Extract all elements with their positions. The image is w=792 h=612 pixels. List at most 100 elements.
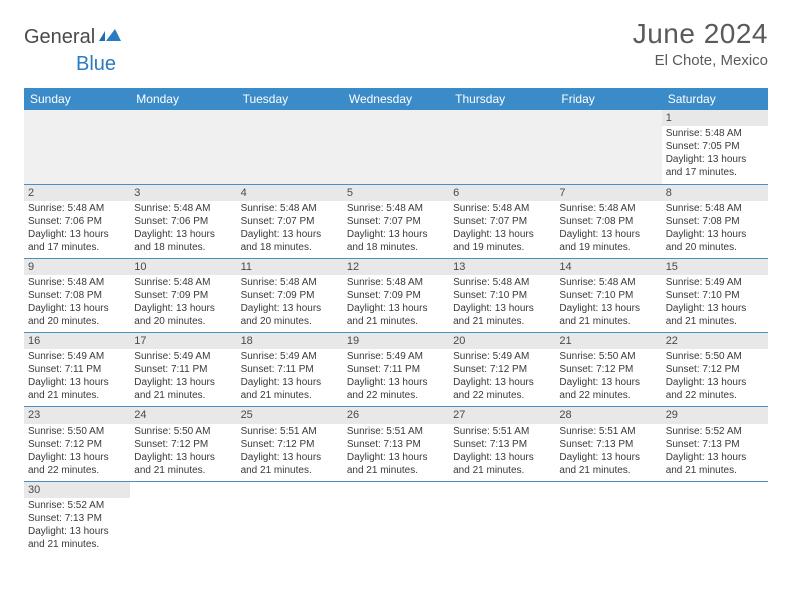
day-details: Sunrise: 5:48 AMSunset: 7:07 PMDaylight:… [241, 202, 339, 254]
day-details: Sunrise: 5:49 AMSunset: 7:10 PMDaylight:… [666, 276, 764, 328]
calendar-table: Sunday Monday Tuesday Wednesday Thursday… [24, 88, 768, 555]
weekday-header-row: Sunday Monday Tuesday Wednesday Thursday… [24, 88, 768, 110]
calendar-day-cell: 1Sunrise: 5:48 AMSunset: 7:05 PMDaylight… [662, 110, 768, 184]
calendar-body: 1Sunrise: 5:48 AMSunset: 7:05 PMDaylight… [24, 110, 768, 555]
calendar-day-cell [555, 110, 661, 184]
calendar-week-row: 30Sunrise: 5:52 AMSunset: 7:13 PMDayligh… [24, 481, 768, 555]
day-number: 9 [24, 259, 130, 275]
calendar-day-cell: 21Sunrise: 5:50 AMSunset: 7:12 PMDayligh… [555, 333, 661, 407]
day-details: Sunrise: 5:48 AMSunset: 7:09 PMDaylight:… [134, 276, 232, 328]
day-details: Sunrise: 5:49 AMSunset: 7:11 PMDaylight:… [134, 350, 232, 402]
calendar-day-cell [130, 481, 236, 555]
calendar-day-cell [555, 481, 661, 555]
calendar-day-cell: 19Sunrise: 5:49 AMSunset: 7:11 PMDayligh… [343, 333, 449, 407]
day-details: Sunrise: 5:52 AMSunset: 7:13 PMDaylight:… [666, 425, 764, 477]
calendar-day-cell: 24 Sunrise: 5:50 AMSunset: 7:12 PMDayligh… [130, 407, 236, 481]
calendar-day-cell: 12Sunrise: 5:48 AMSunset: 7:09 PMDayligh… [343, 258, 449, 332]
weekday-header: Sunday [24, 88, 130, 110]
day-details: Sunrise: 5:48 AMSunset: 7:07 PMDaylight:… [453, 202, 551, 254]
day-number: 2 [24, 185, 130, 201]
day-number: 21 [555, 333, 661, 349]
day-number: 25 [237, 407, 343, 423]
calendar-day-cell [237, 110, 343, 184]
day-number: 6 [449, 185, 555, 201]
calendar-day-cell: 25 Sunrise: 5:51 AMSunset: 7:12 PMDayligh… [237, 407, 343, 481]
day-number: 14 [555, 259, 661, 275]
day-number: 18 [237, 333, 343, 349]
day-number: 29 [662, 407, 768, 423]
calendar-week-row: 16Sunrise: 5:49 AMSunset: 7:11 PMDayligh… [24, 333, 768, 407]
calendar-day-cell [24, 110, 130, 184]
calendar-day-cell: 20Sunrise: 5:49 AMSunset: 7:12 PMDayligh… [449, 333, 555, 407]
day-number: 17 [130, 333, 236, 349]
calendar-day-cell: 16Sunrise: 5:49 AMSunset: 7:11 PMDayligh… [24, 333, 130, 407]
calendar-day-cell: 30Sunrise: 5:52 AMSunset: 7:13 PMDayligh… [24, 481, 130, 555]
calendar-day-cell [343, 481, 449, 555]
calendar-day-cell: 26 Sunrise: 5:51 AMSunset: 7:13 PMDayligh… [343, 407, 449, 481]
calendar-day-cell: 22Sunrise: 5:50 AMSunset: 7:12 PMDayligh… [662, 333, 768, 407]
day-number: 7 [555, 185, 661, 201]
day-details: Sunrise: 5:48 AMSunset: 7:08 PMDaylight:… [28, 276, 126, 328]
day-details: Sunrise: 5:48 AMSunset: 7:05 PMDaylight:… [666, 127, 764, 179]
logo-text-blue: Blue [76, 53, 116, 75]
calendar-day-cell: 15Sunrise: 5:49 AMSunset: 7:10 PMDayligh… [662, 258, 768, 332]
day-number: 12 [343, 259, 449, 275]
day-number: 22 [662, 333, 768, 349]
calendar-day-cell: 14Sunrise: 5:48 AMSunset: 7:10 PMDayligh… [555, 258, 661, 332]
calendar-day-cell: 29 Sunrise: 5:52 AMSunset: 7:13 PMDayligh… [662, 407, 768, 481]
day-number: 19 [343, 333, 449, 349]
day-number: 13 [449, 259, 555, 275]
day-details: Sunrise: 5:48 AMSunset: 7:08 PMDaylight:… [559, 202, 657, 254]
day-number: 26 [343, 407, 449, 423]
weekday-header: Thursday [449, 88, 555, 110]
calendar-day-cell [662, 481, 768, 555]
day-number: 24 [130, 407, 236, 423]
calendar-day-cell: 2Sunrise: 5:48 AMSunset: 7:06 PMDaylight… [24, 184, 130, 258]
calendar-day-cell [449, 481, 555, 555]
day-number: 5 [343, 185, 449, 201]
day-number: 8 [662, 185, 768, 201]
weekday-header: Saturday [662, 88, 768, 110]
day-details: Sunrise: 5:51 AMSunset: 7:13 PMDaylight:… [559, 425, 657, 477]
calendar-day-cell [130, 110, 236, 184]
calendar-day-cell: 11Sunrise: 5:48 AMSunset: 7:09 PMDayligh… [237, 258, 343, 332]
day-details: Sunrise: 5:50 AMSunset: 7:12 PMDaylight:… [134, 425, 232, 477]
day-details: Sunrise: 5:48 AMSunset: 7:06 PMDaylight:… [134, 202, 232, 254]
day-details: Sunrise: 5:48 AMSunset: 7:09 PMDaylight:… [241, 276, 339, 328]
logo: General [24, 18, 123, 49]
day-details: Sunrise: 5:50 AMSunset: 7:12 PMDaylight:… [559, 350, 657, 402]
calendar-day-cell: 6Sunrise: 5:48 AMSunset: 7:07 PMDaylight… [449, 184, 555, 258]
day-number: 15 [662, 259, 768, 275]
day-details: Sunrise: 5:49 AMSunset: 7:11 PMDaylight:… [347, 350, 445, 402]
month-title: June 2024 [633, 18, 768, 50]
calendar-day-cell: 3Sunrise: 5:48 AMSunset: 7:06 PMDaylight… [130, 184, 236, 258]
calendar-week-row: 23Sunrise: 5:50 AMSunset: 7:12 PMDayligh… [24, 407, 768, 481]
day-details: Sunrise: 5:51 AMSunset: 7:12 PMDaylight:… [241, 425, 339, 477]
calendar-day-cell: 18Sunrise: 5:49 AMSunset: 7:11 PMDayligh… [237, 333, 343, 407]
calendar-day-cell: 28 Sunrise: 5:51 AMSunset: 7:13 PMDayligh… [555, 407, 661, 481]
calendar-day-cell [237, 481, 343, 555]
day-details: Sunrise: 5:48 AMSunset: 7:10 PMDaylight:… [453, 276, 551, 328]
day-number: 23 [24, 407, 130, 423]
weekday-header: Tuesday [237, 88, 343, 110]
day-number: 10 [130, 259, 236, 275]
day-details: Sunrise: 5:52 AMSunset: 7:13 PMDaylight:… [28, 499, 126, 551]
day-details: Sunrise: 5:48 AMSunset: 7:09 PMDaylight:… [347, 276, 445, 328]
day-details: Sunrise: 5:50 AMSunset: 7:12 PMDaylight:… [28, 425, 126, 477]
day-details: Sunrise: 5:48 AMSunset: 7:06 PMDaylight:… [28, 202, 126, 254]
day-details: Sunrise: 5:49 AMSunset: 7:11 PMDaylight:… [28, 350, 126, 402]
day-details: Sunrise: 5:51 AMSunset: 7:13 PMDaylight:… [347, 425, 445, 477]
calendar-day-cell: 13Sunrise: 5:48 AMSunset: 7:10 PMDayligh… [449, 258, 555, 332]
calendar-day-cell: 17Sunrise: 5:49 AMSunset: 7:11 PMDayligh… [130, 333, 236, 407]
day-details: Sunrise: 5:51 AMSunset: 7:13 PMDaylight:… [453, 425, 551, 477]
calendar-week-row: 2Sunrise: 5:48 AMSunset: 7:06 PMDaylight… [24, 184, 768, 258]
calendar-week-row: 9Sunrise: 5:48 AMSunset: 7:08 PMDaylight… [24, 258, 768, 332]
day-number: 11 [237, 259, 343, 275]
day-number: 3 [130, 185, 236, 201]
day-number: 28 [555, 407, 661, 423]
day-details: Sunrise: 5:48 AMSunset: 7:10 PMDaylight:… [559, 276, 657, 328]
weekday-header: Friday [555, 88, 661, 110]
day-details: Sunrise: 5:50 AMSunset: 7:12 PMDaylight:… [666, 350, 764, 402]
calendar-day-cell: 23 Sunrise: 5:50 AMSunset: 7:12 PMDayligh… [24, 407, 130, 481]
day-details: Sunrise: 5:48 AMSunset: 7:08 PMDaylight:… [666, 202, 764, 254]
